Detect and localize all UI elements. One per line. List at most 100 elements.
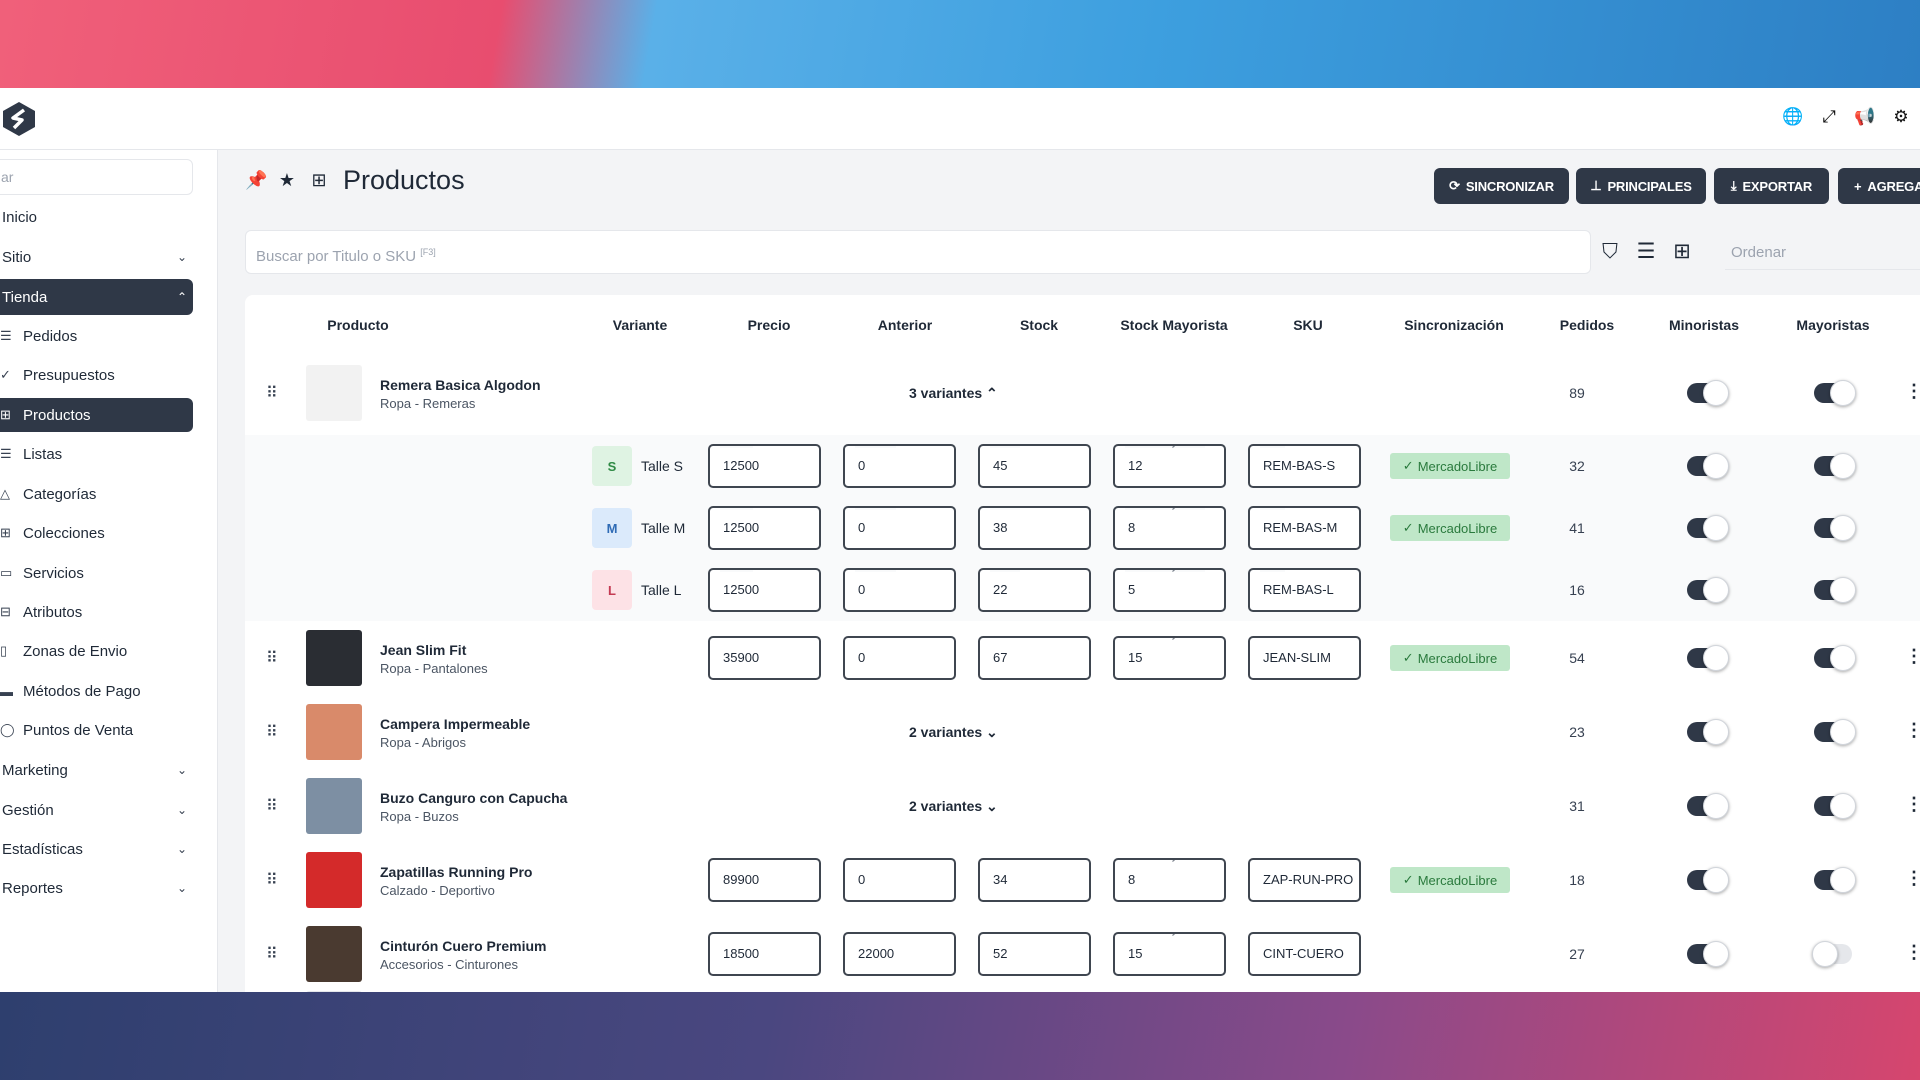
megaphone-icon[interactable]: 📢 bbox=[1854, 107, 1876, 126]
pin-icon[interactable]: 📌 bbox=[245, 169, 268, 190]
more-options-icon[interactable]: ⋮ bbox=[1905, 381, 1920, 401]
variants-toggle[interactable]: 2 variantes ⌄ bbox=[909, 724, 998, 741]
wholesale-toggle[interactable] bbox=[1814, 719, 1856, 745]
retail-toggle[interactable] bbox=[1687, 719, 1729, 745]
field-stock_may[interactable]: Stock Mayorista 15 bbox=[1113, 636, 1226, 680]
field-precio[interactable]: Precio 12500 bbox=[708, 444, 821, 488]
sidebar-item-métodos-de-pago[interactable]: ▬ Métodos de Pago bbox=[0, 674, 193, 708]
field-sku[interactable]: SKU ZAP-RUN-PRO bbox=[1248, 858, 1361, 902]
field-stock_may[interactable]: Stock Mayorista 5 bbox=[1113, 568, 1226, 612]
sort-select[interactable]: Ordenar bbox=[1725, 236, 1920, 270]
sidebar-item-reportes[interactable]: Reportes ⌄ bbox=[0, 871, 193, 905]
more-options-icon[interactable]: ⋮ bbox=[1905, 794, 1920, 814]
field-precio[interactable]: Precio 35900 bbox=[708, 636, 821, 680]
product-name[interactable]: Buzo Canguro con Capucha bbox=[380, 790, 568, 806]
sidebar-item-servicios[interactable]: ▭ Servicios bbox=[0, 556, 193, 590]
sidebar-item-gestión[interactable]: Gestión ⌄ bbox=[0, 793, 193, 827]
sidebar-item-colecciones[interactable]: ⊞ Colecciones bbox=[0, 516, 193, 550]
field-sku[interactable]: SKU REM-BAS-L bbox=[1248, 568, 1361, 612]
sync-button[interactable]: ⟳ SINCRONIZAR bbox=[1434, 168, 1569, 204]
add-button[interactable]: + AGREGA bbox=[1838, 168, 1920, 204]
filter-icon[interactable]: ⛉ bbox=[1602, 240, 1618, 263]
drag-handle-icon[interactable]: ⠿ bbox=[266, 872, 278, 889]
grid-view-icon[interactable]: ⊞ bbox=[1673, 240, 1691, 263]
more-options-icon[interactable]: ⋮ bbox=[1905, 942, 1920, 962]
globe-icon[interactable]: 🌐 bbox=[1782, 107, 1804, 126]
wholesale-toggle[interactable] bbox=[1814, 577, 1856, 603]
star-icon[interactable]: ★ bbox=[278, 169, 296, 190]
retail-toggle[interactable] bbox=[1687, 793, 1729, 819]
field-precio[interactable]: Precio 89900 bbox=[708, 858, 821, 902]
sidebar-item-marketing[interactable]: Marketing ⌄ bbox=[0, 753, 193, 787]
sidebar-search-input[interactable]: ar bbox=[0, 159, 193, 195]
wholesale-toggle[interactable] bbox=[1814, 793, 1856, 819]
field-precio[interactable]: Precio 12500 bbox=[708, 568, 821, 612]
variants-toggle[interactable]: 3 variantes ⌃ bbox=[909, 385, 998, 402]
retail-toggle[interactable] bbox=[1687, 867, 1729, 893]
product-name[interactable]: Jean Slim Fit bbox=[380, 642, 467, 658]
wholesale-toggle[interactable] bbox=[1814, 515, 1856, 541]
drag-handle-icon[interactable]: ⠿ bbox=[266, 385, 278, 402]
sidebar-item-listas[interactable]: ☰ Listas bbox=[0, 437, 193, 471]
field-sku[interactable]: SKU JEAN-SLIM bbox=[1248, 636, 1361, 680]
expand-icon[interactable]: ⤢ bbox=[1822, 107, 1836, 126]
drag-handle-icon[interactable]: ⠿ bbox=[266, 724, 278, 741]
more-options-icon[interactable]: ⋮ bbox=[1905, 646, 1920, 666]
field-stock[interactable]: Stock 38 bbox=[978, 506, 1091, 550]
retail-toggle[interactable] bbox=[1687, 453, 1729, 479]
main-products-button[interactable]: ⊥ PRINCIPALES bbox=[1576, 168, 1706, 204]
sidebar-item-tienda[interactable]: Tienda ⌃ bbox=[0, 279, 193, 315]
product-name[interactable]: Remera Basica Algodon bbox=[380, 377, 541, 393]
field-stock[interactable]: Stock 67 bbox=[978, 636, 1091, 680]
sidebar-item-productos[interactable]: ⊞ Productos bbox=[0, 398, 193, 432]
field-anterior[interactable]: Anterior 0 bbox=[843, 568, 956, 612]
field-stock[interactable]: Stock 45 bbox=[978, 444, 1091, 488]
field-stock[interactable]: Stock 22 bbox=[978, 568, 1091, 612]
wholesale-toggle[interactable] bbox=[1814, 867, 1856, 893]
sidebar-item-puntos-de-venta[interactable]: ◯ Puntos de Venta bbox=[0, 713, 193, 747]
sidebar-item-sitio[interactable]: Sitio ⌄ bbox=[0, 240, 193, 274]
drag-handle-icon[interactable]: ⠿ bbox=[266, 650, 278, 667]
wholesale-toggle[interactable] bbox=[1814, 453, 1856, 479]
export-button[interactable]: ⤓ EXPORTAR bbox=[1714, 168, 1829, 204]
more-options-icon[interactable]: ⋮ bbox=[1905, 868, 1920, 888]
field-sku[interactable]: SKU REM-BAS-S bbox=[1248, 444, 1361, 488]
drag-handle-icon[interactable]: ⠿ bbox=[266, 798, 278, 815]
field-stock[interactable]: Stock 52 bbox=[978, 932, 1091, 976]
list-view-icon[interactable]: ☰ bbox=[1636, 240, 1656, 263]
field-anterior[interactable]: Anterior 0 bbox=[843, 444, 956, 488]
retail-toggle[interactable] bbox=[1687, 380, 1729, 406]
field-precio[interactable]: Precio 12500 bbox=[708, 506, 821, 550]
gear-icon[interactable]: ⚙ bbox=[1893, 107, 1909, 126]
field-stock_may[interactable]: Stock Mayorista 8 bbox=[1113, 858, 1226, 902]
wholesale-toggle[interactable] bbox=[1814, 380, 1856, 406]
field-sku[interactable]: SKU REM-BAS-M bbox=[1248, 506, 1361, 550]
sidebar-item-atributos[interactable]: ⊟ Atributos bbox=[0, 595, 193, 629]
sidebar-item-estadísticas[interactable]: Estadísticas ⌄ bbox=[0, 832, 193, 866]
product-search-input[interactable]: Buscar por Titulo o SKU [F3] bbox=[245, 230, 1591, 274]
retail-toggle[interactable] bbox=[1687, 577, 1729, 603]
sidebar-item-inicio[interactable]: Inicio bbox=[0, 200, 193, 234]
field-anterior[interactable]: Anterior 0 bbox=[843, 506, 956, 550]
variants-toggle[interactable]: 2 variantes ⌄ bbox=[909, 798, 998, 815]
field-stock[interactable]: Stock 34 bbox=[978, 858, 1091, 902]
retail-toggle[interactable] bbox=[1687, 645, 1729, 671]
field-precio[interactable]: Precio 18500 bbox=[708, 932, 821, 976]
sidebar-item-categorías[interactable]: △ Categorías bbox=[0, 477, 193, 511]
product-name[interactable]: Zapatillas Running Pro bbox=[380, 864, 533, 880]
logo-icon[interactable] bbox=[2, 101, 36, 137]
field-stock_may[interactable]: Stock Mayorista 15 bbox=[1113, 932, 1226, 976]
field-stock_may[interactable]: Stock Mayorista 12 bbox=[1113, 444, 1226, 488]
product-name[interactable]: Campera Impermeable bbox=[380, 716, 531, 732]
field-stock_may[interactable]: Stock Mayorista 8 bbox=[1113, 506, 1226, 550]
retail-toggle[interactable] bbox=[1687, 941, 1729, 967]
field-anterior[interactable]: Anterior 22000 bbox=[843, 932, 956, 976]
product-name[interactable]: Cinturón Cuero Premium bbox=[380, 938, 547, 954]
field-anterior[interactable]: Anterior 0 bbox=[843, 858, 956, 902]
drag-handle-icon[interactable]: ⠿ bbox=[266, 946, 278, 963]
wholesale-toggle[interactable] bbox=[1814, 645, 1856, 671]
field-anterior[interactable]: Anterior 0 bbox=[843, 636, 956, 680]
retail-toggle[interactable] bbox=[1687, 515, 1729, 541]
sidebar-item-pedidos[interactable]: ☰ Pedidos bbox=[0, 319, 193, 353]
sidebar-item-zonas-de-envio[interactable]: ▯ Zonas de Envio bbox=[0, 634, 193, 668]
